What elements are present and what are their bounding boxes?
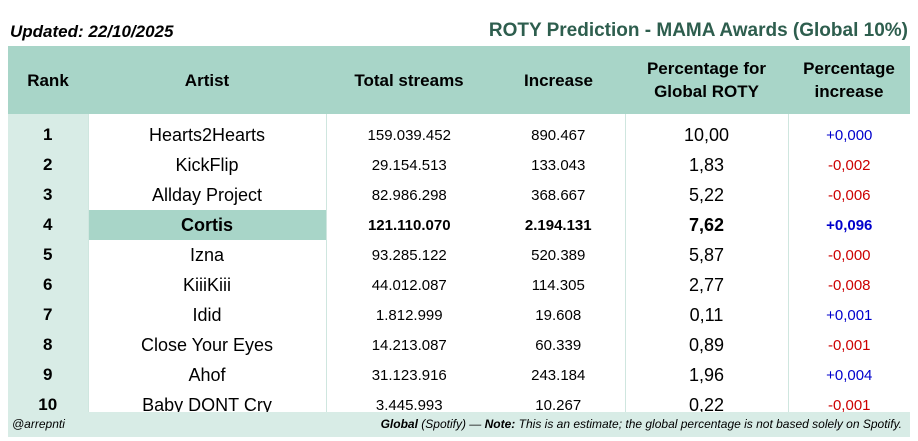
col-header-artist: Artist — [88, 46, 326, 114]
table-row: 3 Allday Project 82.986.298 368.667 5,22 -0,0… — [8, 180, 910, 210]
increase-cell: 10.267 — [535, 396, 582, 414]
top-bar: Updated: 22/10/2025 ROTY Prediction - MA… — [8, 18, 910, 46]
pct-increase-cell: -0,008 — [827, 276, 871, 294]
col-header-pct-increase-line1: Percentage — [803, 59, 895, 78]
col-header-total-streams: Total streams — [326, 46, 492, 114]
footer-source: (Spotify) — — [421, 417, 482, 431]
total-streams-cell: 14.213.087 — [371, 336, 447, 354]
pct-global-cell: 0,11 — [624, 300, 789, 330]
total-streams-cell: 44.012.087 — [371, 276, 447, 294]
increase-cell: 19.608 — [535, 306, 582, 324]
pct-global-cell: 1,96 — [624, 360, 789, 390]
col-header-pct-global-line2: Global ROTY — [654, 82, 759, 101]
col-header-increase: Increase — [492, 46, 625, 114]
total-streams-cell: 121.110.070 — [367, 216, 451, 234]
artist-cell: Close Your Eyes — [87, 330, 327, 360]
table-row: 6 KiiiKiii 44.012.087 114.305 2,77 -0,008 — [8, 270, 910, 300]
rank-cell: 6 — [8, 270, 88, 300]
table-row: 5 Izna 93.285.122 520.389 5,87 -0,000 — [8, 240, 910, 270]
header-row: Rank Artist Total streams Increase Perce… — [8, 46, 910, 114]
pct-increase-cell: +0,000 — [826, 126, 873, 144]
artist-cell: KiiiKiii — [87, 270, 327, 300]
table-body: 1 Hearts2Hearts 159.039.452 890.467 10,00 +0,… — [8, 114, 910, 420]
artist-cell: Allday Project — [87, 180, 327, 210]
table-row: 8 Close Your Eyes 14.213.087 60.339 0,89 -0,0… — [8, 330, 910, 360]
table-row: 2 KickFlip 29.154.513 133.043 1,83 -0,002 — [8, 150, 910, 180]
total-streams-cell: 93.285.122 — [371, 246, 447, 264]
pct-global-cell: 7,62 — [624, 210, 789, 240]
increase-cell: 133.043 — [531, 156, 586, 174]
increase-cell: 114.305 — [531, 276, 585, 294]
rank-cell: 7 — [8, 300, 88, 330]
pct-increase-cell: +0,096 — [826, 216, 873, 234]
rank-cell: 5 — [8, 240, 88, 270]
increase-cell: 890.467 — [531, 126, 586, 144]
footer-note: Global (Spotify) — Note: This is an esti… — [381, 417, 902, 431]
footer-global-label: Global — [380, 417, 418, 431]
total-streams-cell: 29.154.513 — [371, 156, 447, 174]
author-handle: @arrepnti — [12, 417, 65, 431]
increase-cell: 243.184 — [531, 366, 586, 384]
increase-cell: 2.194.131 — [524, 216, 592, 234]
pct-global-cell: 1,83 — [624, 150, 789, 180]
artist-cell: Cortis — [87, 210, 327, 240]
table-row: 4 Cortis 121.110.070 2.194.131 7,62 +0,096 — [8, 210, 910, 240]
rank-cell: 1 — [8, 114, 88, 150]
rank-cell: 4 — [8, 210, 88, 240]
col-header-rank: Rank — [8, 46, 88, 114]
total-streams-cell: 3.445.993 — [375, 396, 443, 414]
artist-cell: Ahof — [87, 360, 327, 390]
pct-global-cell: 5,22 — [624, 180, 789, 210]
artist-cell: Izna — [87, 240, 327, 270]
increase-cell: 520.389 — [531, 246, 586, 264]
table-row: 1 Hearts2Hearts 159.039.452 890.467 10,00 +0,… — [8, 114, 910, 150]
rank-cell: 9 — [8, 360, 88, 390]
updated-date: Updated: 22/10/2025 — [10, 22, 174, 41]
pct-global-cell: 5,87 — [624, 240, 789, 270]
artist-cell: Idid — [87, 300, 327, 330]
table-row: 9 Ahof 31.123.916 243.184 1,96 +0,004 — [8, 360, 910, 390]
rank-cell: 8 — [8, 330, 88, 360]
pct-increase-cell: +0,004 — [826, 366, 873, 384]
pct-increase-cell: -0,000 — [827, 246, 871, 264]
col-header-pct-global-line1: Percentage for — [646, 59, 767, 78]
artist-cell: Hearts2Hearts — [87, 114, 327, 150]
total-streams-cell: 1.812.999 — [375, 306, 443, 324]
roty-table: Rank Artist Total streams Increase Perce… — [8, 46, 910, 420]
col-header-pct-global: Percentage for Global ROTY — [625, 46, 788, 114]
pct-global-cell: 0,89 — [624, 330, 789, 360]
rank-cell: 3 — [8, 180, 88, 210]
pct-increase-cell: -0,002 — [827, 156, 871, 174]
footer: @arrepnti Global (Spotify) — Note: This … — [8, 412, 910, 437]
pct-increase-cell: +0,001 — [826, 306, 873, 324]
footer-note-text: This is an estimate; the global percenta… — [518, 417, 902, 431]
increase-cell: 60.339 — [535, 336, 582, 354]
pct-increase-cell: -0,006 — [827, 186, 871, 204]
pct-global-cell: 2,77 — [624, 270, 789, 300]
rank-cell: 2 — [8, 150, 88, 180]
total-streams-cell: 31.123.916 — [371, 366, 447, 384]
pct-global-cell: 10,00 — [624, 114, 789, 150]
pct-increase-cell: -0,001 — [827, 336, 871, 354]
total-streams-cell: 82.986.298 — [371, 186, 447, 204]
table-row: 7 Idid 1.812.999 19.608 0,11 +0,001 — [8, 300, 910, 330]
total-streams-cell: 159.039.452 — [367, 126, 451, 144]
increase-cell: 368.667 — [531, 186, 586, 204]
artist-cell: KickFlip — [87, 150, 327, 180]
col-header-pct-increase: Percentage increase — [788, 46, 910, 114]
pct-increase-cell: -0,001 — [827, 396, 871, 414]
page-title: ROTY Prediction - MAMA Awards (Global 10… — [488, 20, 908, 41]
col-header-pct-increase-line2: increase — [814, 82, 884, 101]
footer-note-label: Note: — [484, 417, 516, 431]
